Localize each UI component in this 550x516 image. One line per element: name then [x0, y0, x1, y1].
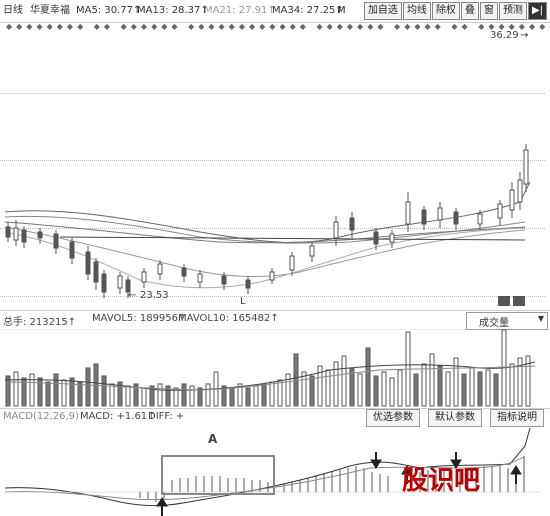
macd-header: MACD(12,26,9) MACD: +1.61↑ DIFF: + 优选参数 …: [0, 408, 550, 427]
ma5-label: MA5: 30.77↑: [76, 5, 142, 16]
high-price-label: 36.29: [490, 30, 519, 41]
optimize-params-button[interactable]: 优选参数: [366, 409, 420, 427]
gridline: [0, 296, 545, 297]
ma-line-5: [4, 227, 526, 289]
price-chart[interactable]: [0, 32, 545, 310]
ma21-label: MA21: 27.91↑: [204, 5, 276, 16]
low-marker: L: [240, 296, 246, 307]
toolbar: 加自选 均线 除权 叠 窗 预测 ▶|: [363, 2, 547, 20]
watermark: 股识吧: [402, 466, 481, 496]
dea-line: [4, 455, 526, 501]
gridline: [0, 93, 545, 94]
highlight-box: [161, 455, 275, 495]
total-volume-label: 总手: 213215↑: [3, 317, 77, 328]
ma-line-3: [4, 221, 526, 244]
gridline: [0, 228, 545, 229]
annotation-label-a: A: [208, 432, 218, 446]
moving-average-lines: [4, 181, 531, 289]
grid-icon[interactable]: [513, 296, 525, 306]
ex-rights-button[interactable]: 除权: [431, 2, 460, 20]
chart-header: 日线 华夏幸福 MA5: 30.77↑ MA13: 28.37↑ MA21: 2…: [0, 0, 550, 23]
mavol10-line: [4, 365, 536, 391]
period-label[interactable]: 日线: [3, 5, 23, 16]
event-markers-row[interactable]: ◆◆◆◆◆◆◆◆ ◆◆ ◆◆◆◆◆◆ ◆◆◆◆◆◆◆◆◆◆◆◆ ◆◆◆◆◆◆◆ …: [6, 22, 550, 31]
mavol10-label: MAVOL10: 165482↑: [178, 313, 279, 324]
moving-average-button[interactable]: 均线: [402, 2, 431, 20]
arrow-right-icon: →: [520, 30, 529, 41]
arrow-right-bar-icon[interactable]: ▶|: [527, 2, 547, 20]
volume-chart[interactable]: [0, 328, 545, 408]
forecast-button[interactable]: 预测: [498, 2, 527, 20]
candlesticks: [5, 144, 529, 298]
macd-chart[interactable]: [0, 426, 545, 516]
default-params-button[interactable]: 默认参数: [428, 409, 482, 427]
macd-title: MACD(12,26,9): [3, 411, 79, 422]
add-watchlist-button[interactable]: 加自选: [363, 2, 402, 20]
macd-value: MACD: +1.61↑: [80, 411, 156, 422]
indicator-help-button[interactable]: 指标说明: [490, 409, 544, 427]
mavol5-label: MAVOL5: 189956↑: [92, 313, 187, 324]
ma-truncated-label: M: [337, 5, 346, 16]
grid-icon[interactable]: [498, 296, 510, 306]
ma13-label: MA13: 28.37↑: [137, 5, 209, 16]
overlay-button[interactable]: 叠: [460, 2, 479, 20]
signal-arrows: [156, 452, 522, 516]
volume-selector-label: 成交量: [479, 318, 509, 329]
gridline: [0, 160, 545, 161]
diff-value: DIFF: +: [148, 411, 185, 422]
window-button[interactable]: 窗: [479, 2, 498, 20]
chevron-down-icon: ▼: [537, 314, 544, 323]
low-price-label: 23.53: [140, 290, 169, 301]
volume-header: 总手: 213215↑ MAVOL5: 189956↑ MAVOL10: 165…: [0, 310, 550, 330]
low-arrow-icon: ←: [128, 290, 137, 301]
stock-name: 华夏幸福: [30, 5, 70, 16]
ma-line-1: [4, 181, 531, 243]
volume-selector[interactable]: 成交量 ▼: [466, 312, 548, 330]
ma34-label: MA34: 27.25↑: [272, 5, 344, 16]
ma-line-6: [59, 236, 526, 241]
